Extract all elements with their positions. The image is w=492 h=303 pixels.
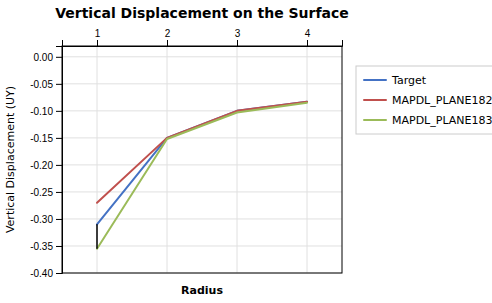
tick-label: -0.25 (30, 187, 53, 198)
axis-line (56, 47, 63, 274)
legend-item: Target (364, 74, 427, 87)
grid-line (62, 164, 342, 165)
series-line (97, 102, 307, 225)
chart: 0.00 -0.05 -0.10 -0.15 -0.20 -0.25 -0.30 -0.35 -… (0, 0, 492, 303)
tick: -0.35 (30, 241, 62, 252)
grid-line (62, 218, 342, 219)
legend: Target MAPDL_PLANE182 MAPDL_PLANE183 (356, 66, 492, 134)
legend-frame (356, 66, 492, 134)
grid-line (97, 46, 98, 273)
y-axis: 0.00 -0.05 -0.10 -0.15 -0.20 -0.25 -0.30 -0.35 -… (30, 47, 62, 279)
grid-line (307, 46, 308, 273)
tick-label: -0.20 (30, 160, 53, 171)
grid-line (62, 137, 342, 138)
tick-mark (56, 57, 62, 58)
legend-swatch (364, 79, 386, 81)
legend-label: Target (391, 74, 427, 87)
axis-line (63, 40, 343, 47)
series-line (97, 102, 307, 203)
tick-label: -0.40 (30, 268, 53, 279)
x-axis-label: Radius (181, 284, 223, 297)
vertical-segment (96, 224, 98, 248)
tick-mark (56, 273, 62, 274)
tick-mark (56, 219, 62, 220)
tick-mark (56, 246, 62, 247)
marks (97, 102, 307, 249)
tick-mark (56, 192, 62, 193)
tick-mark (56, 111, 62, 112)
series-line (97, 103, 307, 249)
grid-line (167, 46, 168, 273)
tick-label: -0.05 (30, 79, 53, 90)
legend-item: MAPDL_PLANE183 (364, 114, 492, 127)
tick: -0.05 (30, 79, 62, 90)
tick: -0.30 (30, 214, 62, 225)
x-axis: 1 2 3 4 (63, 28, 343, 47)
tick: -0.20 (30, 160, 62, 171)
grid-line (62, 56, 342, 57)
tick-label: -0.10 (30, 106, 53, 117)
tick-label: 2 (165, 28, 171, 39)
tick-label: -0.35 (30, 241, 53, 252)
tick-label: 3 (235, 28, 241, 39)
grid-line (62, 110, 342, 111)
plot-frame (62, 46, 342, 273)
tick: -0.10 (30, 106, 62, 117)
tick-mark (307, 40, 308, 46)
tick: -0.40 (30, 268, 62, 279)
legend-item: MAPDL_PLANE182 (364, 94, 492, 107)
tick: 0.00 (34, 52, 62, 63)
tick-mark (167, 40, 168, 46)
tick-label: -0.15 (30, 133, 53, 144)
tick: -0.25 (30, 187, 62, 198)
legend-swatch (364, 99, 386, 101)
tick: 1 (95, 28, 101, 46)
tick-label: -0.30 (30, 214, 53, 225)
tick-label: 0.00 (34, 52, 54, 63)
tick: 2 (165, 28, 171, 46)
legend-label: MAPDL_PLANE183 (392, 114, 492, 127)
grid-line (237, 46, 238, 273)
grid-line (62, 191, 342, 192)
legend-label: MAPDL_PLANE182 (392, 94, 492, 107)
tick-label: 4 (305, 28, 311, 39)
tick: 3 (235, 28, 241, 46)
tick: -0.15 (30, 133, 62, 144)
tick-label: 1 (95, 28, 101, 39)
title: Vertical Displacement on the Surface (55, 5, 349, 21)
grid-line (62, 83, 342, 84)
tick: 4 (305, 28, 311, 46)
grid (62, 46, 342, 273)
tick-mark (97, 40, 98, 46)
tick-mark (56, 84, 62, 85)
tick-mark (56, 138, 62, 139)
tick-mark (237, 40, 238, 46)
plot: 0.00 -0.05 -0.10 -0.15 -0.20 -0.25 -0.30 -0.35 -… (30, 28, 342, 279)
grid-line (62, 245, 342, 246)
legend-swatch (364, 119, 386, 121)
tick-mark (56, 165, 62, 166)
y-axis-label: Vertical Displacement (UY) (4, 86, 17, 233)
